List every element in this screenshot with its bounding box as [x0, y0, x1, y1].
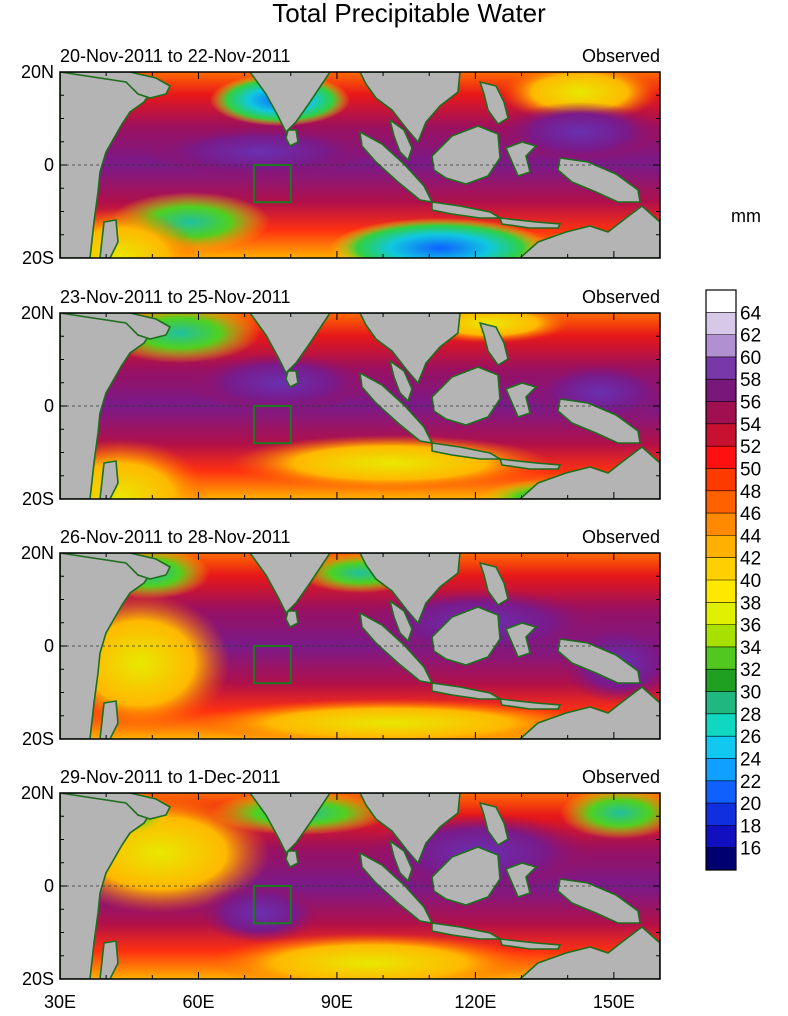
colorbar-swatch [706, 736, 736, 759]
study-region-box [252, 645, 292, 685]
colorbar-swatch [706, 401, 736, 425]
colorbar-swatch [706, 780, 736, 804]
map-panel: 23-Nov-2011 to 25-Nov-2011 Observed 20N 0 20… [21, 287, 661, 509]
colorbar-tick-label: 48 [740, 482, 761, 503]
colorbar-tick-label: 54 [740, 415, 762, 436]
colorbar-swatch [706, 379, 736, 403]
colorbar-swatch [706, 446, 736, 469]
colorbar-swatch [706, 468, 736, 492]
colorbar-swatch [706, 758, 736, 782]
colorbar-swatch [706, 580, 736, 603]
colorbar-swatch [706, 713, 736, 737]
longitude-label: 90E [321, 992, 353, 1012]
colorbar-swatch [706, 535, 736, 559]
colorbar-tick-label: 34 [740, 638, 762, 659]
colorbar-tick-label: 64 [740, 303, 762, 324]
colorbar-tick-label: 46 [740, 504, 761, 525]
colorbar-tick-label: 30 [740, 683, 761, 704]
latitude-label: 20N [21, 62, 54, 82]
study-region-box [252, 405, 292, 445]
colorbar-tick-label: 52 [740, 437, 761, 458]
panel-label: Observed [582, 287, 660, 307]
colorbar-swatch [706, 847, 736, 871]
water-vapor-field [60, 553, 660, 739]
colorbar-tick-label: 20 [740, 794, 761, 815]
colorbar-tick-label: 28 [740, 705, 761, 726]
panel-date-range: 29-Nov-2011 to 1-Dec-2011 [60, 767, 280, 787]
panel-label: Observed [582, 527, 660, 547]
colorbar-swatch [706, 356, 736, 380]
panel-date-range: 23-Nov-2011 to 25-Nov-2011 [60, 287, 290, 307]
colorbar-tick-label: 40 [740, 571, 761, 592]
study-region-box [252, 164, 292, 204]
water-vapor-field [60, 72, 660, 258]
figure-title: Total Precipitable Water [272, 0, 546, 28]
map-panels: 20-Nov-2011 to 22-Nov-2011 Observed 20N 0 20… [21, 46, 661, 989]
colorbar-swatch [706, 423, 736, 447]
longitude-label: 120E [454, 992, 496, 1012]
colorbar-tick-label: 58 [740, 370, 761, 391]
panel-label: Observed [582, 767, 660, 787]
study-region-box [252, 885, 292, 925]
latitude-label: 20S [22, 969, 54, 989]
latitude-label: 20S [22, 248, 54, 268]
colorbar-frame [705, 289, 737, 871]
longitude-axis: 30E 60E 90E 120E 150E [44, 992, 635, 1012]
colorbar-swatch [706, 290, 736, 313]
colorbar-tick-label: 44 [740, 526, 762, 547]
colorbar-swatch [706, 803, 736, 826]
colorbar-swatch [706, 602, 736, 626]
colorbar-tick-label: 38 [740, 593, 761, 614]
colorbar-units: mm [731, 206, 761, 226]
water-vapor-field [60, 793, 660, 979]
colorbar: 6462605856545250484644424038363432302826… [705, 289, 762, 871]
map-panel: 20-Nov-2011 to 22-Nov-2011 Observed 20N 0 20… [21, 46, 661, 268]
map-panel: 29-Nov-2011 to 1-Dec-2011 Observed 20N 0 20S [21, 767, 661, 989]
colorbar-swatch [706, 669, 736, 693]
longitude-label: 30E [44, 992, 76, 1012]
colorbar-tick-label: 18 [740, 816, 761, 837]
colorbar-tick-label: 62 [740, 326, 761, 347]
colorbar-tick-label: 42 [740, 549, 761, 570]
colorbar-swatch [706, 691, 736, 715]
colorbar-tick-label: 60 [740, 348, 761, 369]
colorbar-tick-label: 22 [740, 772, 761, 793]
latitude-label: 0 [44, 636, 54, 656]
latitude-label: 0 [44, 396, 54, 416]
colorbar-swatch [706, 825, 736, 849]
colorbar-tick-label: 24 [740, 749, 762, 770]
colorbar-swatch [706, 624, 736, 648]
map-panel: 26-Nov-2011 to 28-Nov-2011 Observed 20N 0 20… [21, 527, 661, 749]
colorbar-tick-label: 26 [740, 727, 761, 748]
water-vapor-field [60, 313, 660, 499]
colorbar-tick-label: 32 [740, 660, 761, 681]
latitude-label: 20S [22, 729, 54, 749]
latitude-label: 20N [21, 303, 54, 323]
colorbar-swatch [706, 312, 736, 336]
panel-label: Observed [582, 46, 660, 66]
latitude-label: 0 [44, 155, 54, 175]
colorbar-tick-label: 56 [740, 393, 761, 414]
latitude-label: 0 [44, 876, 54, 896]
colorbar-tick-label: 50 [740, 459, 761, 480]
longitude-label: 150E [593, 992, 635, 1012]
colorbar-tick-label: 16 [740, 839, 761, 860]
longitude-label: 60E [182, 992, 214, 1012]
colorbar-swatch [706, 646, 736, 670]
colorbar-swatch [706, 334, 736, 358]
latitude-label: 20S [22, 489, 54, 509]
panel-date-range: 20-Nov-2011 to 22-Nov-2011 [60, 46, 290, 66]
colorbar-swatch [706, 513, 736, 536]
colorbar-swatch [706, 557, 736, 581]
colorbar-swatch [706, 490, 736, 514]
panel-date-range: 26-Nov-2011 to 28-Nov-2011 [60, 527, 290, 547]
latitude-label: 20N [21, 783, 54, 803]
colorbar-tick-label: 36 [740, 616, 761, 637]
latitude-label: 20N [21, 543, 54, 563]
